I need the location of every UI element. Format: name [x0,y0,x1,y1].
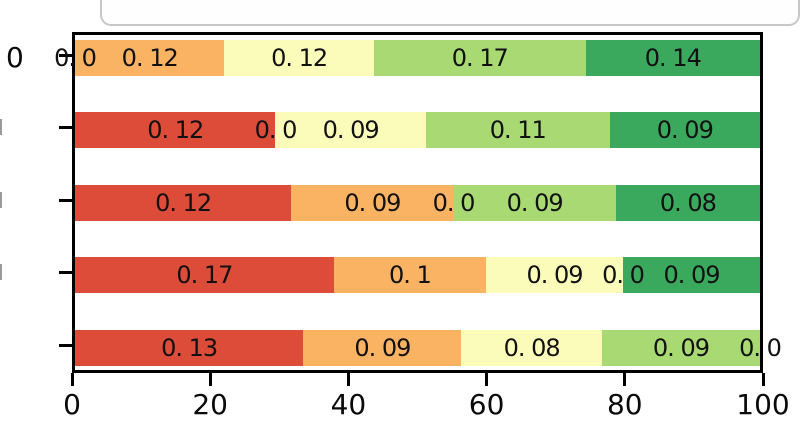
bar-segment [75,257,334,293]
bar-segment [75,330,304,366]
plot-area: 0. 0 0. 12 0. 12 0. 17 0. 14 0. 12 0. 0 0. 09 0.… [54,32,782,373]
bar-segment [623,257,760,293]
x-tick [208,373,212,386]
bar-segment-label: 0. 09 [322,116,380,144]
bar-segment [601,330,760,366]
x-tick [70,373,74,386]
bar-row: 0. 17 0. 1 0. 09 0. 0 0. 09 [75,257,760,293]
bar-segment [275,112,426,148]
bar-segment-label: 0. 09 [652,334,710,362]
bar-row: 0. 12 0. 09 0. 0 0. 09 0. 08 [75,185,760,221]
y-tick [59,125,72,129]
cropped-y-label-sliver [0,264,2,280]
bar-segment [609,112,760,148]
bar-segment [75,185,292,221]
bar-segment [615,185,760,221]
bar-segment [425,112,610,148]
bar-segment-label: 0. 12 [155,189,212,217]
bar-segment [75,112,276,148]
bar-segment-label: 0. 08 [503,334,561,362]
bar-segment-label: 0. 09 [656,116,714,144]
bar-segment-label: 0. 13 [161,334,218,362]
x-tick-label: 40 [330,388,367,421]
bar-segment-label: 0. 12 [147,116,204,144]
bar-row: 0. 13 0. 09 0. 08 0. 09 0. 0 [75,330,782,366]
y-tick [59,270,72,274]
y-tick-label: 0 [6,41,24,74]
bar-segment [585,40,760,76]
y-tick [59,53,72,57]
x-tick-label: 0 [63,388,81,421]
bar-segment-label: 0. 0 [739,334,782,362]
bar-segment [75,40,225,76]
bar-segment-label: 0. 0 [432,189,476,217]
bar-segment [291,185,454,221]
bar-segment [303,330,462,366]
bar-segment-label: 0. 09 [506,189,564,217]
y-tick [59,198,72,202]
bar-segment-label: 0. 17 [451,44,509,72]
bar-segment-label: 0. 0 [54,44,97,72]
bar-segment-label: 0. 0 [254,116,298,144]
bar-segment-label: 0. 0 [602,261,645,289]
x-tick [485,373,489,386]
bar-segment-label: 0. 09 [526,261,583,289]
bar-segment [453,185,616,221]
x-tick [761,373,765,386]
bar-segment-label: 0. 08 [659,189,717,217]
bar-segment-label: 0. 14 [644,44,702,72]
x-tick-label: 80 [606,388,643,421]
bar-row: 0. 0 0. 12 0. 12 0. 17 0. 14 [54,40,760,76]
x-tick [623,373,627,386]
y-tick [59,343,72,347]
bars-layer: 0. 0 0. 12 0. 12 0. 17 0. 14 0. 12 0. 0 0. 09 0.… [54,35,782,370]
cropped-y-label-sliver [0,119,2,135]
x-tick [346,373,350,386]
x-tick-label: 60 [468,388,505,421]
x-tick-label: 20 [192,388,229,421]
bar-segment-label: 0. 09 [344,189,401,217]
bar-segment-label: 0. 09 [663,261,720,289]
bar-row: 0. 12 0. 0 0. 09 0. 11 0. 09 [75,112,760,148]
bar-segment-label: 0. 09 [354,334,411,362]
cropped-top-panel [100,0,800,26]
bar-segment [486,257,623,293]
bar-segment-label: 0. 17 [176,261,233,289]
bar-segment-label: 0. 11 [489,116,547,144]
bar-segment-label: 0. 12 [271,44,328,72]
bar-segment [224,40,374,76]
cropped-y-label-sliver [0,192,2,208]
bar-segment [333,257,486,293]
x-tick-label: 100 [736,388,790,421]
bar-segment-label: 0. 12 [121,44,179,72]
bar-segment [461,330,602,366]
bar-segment-label: 0. 1 [388,261,432,289]
bar-segment [373,40,586,76]
